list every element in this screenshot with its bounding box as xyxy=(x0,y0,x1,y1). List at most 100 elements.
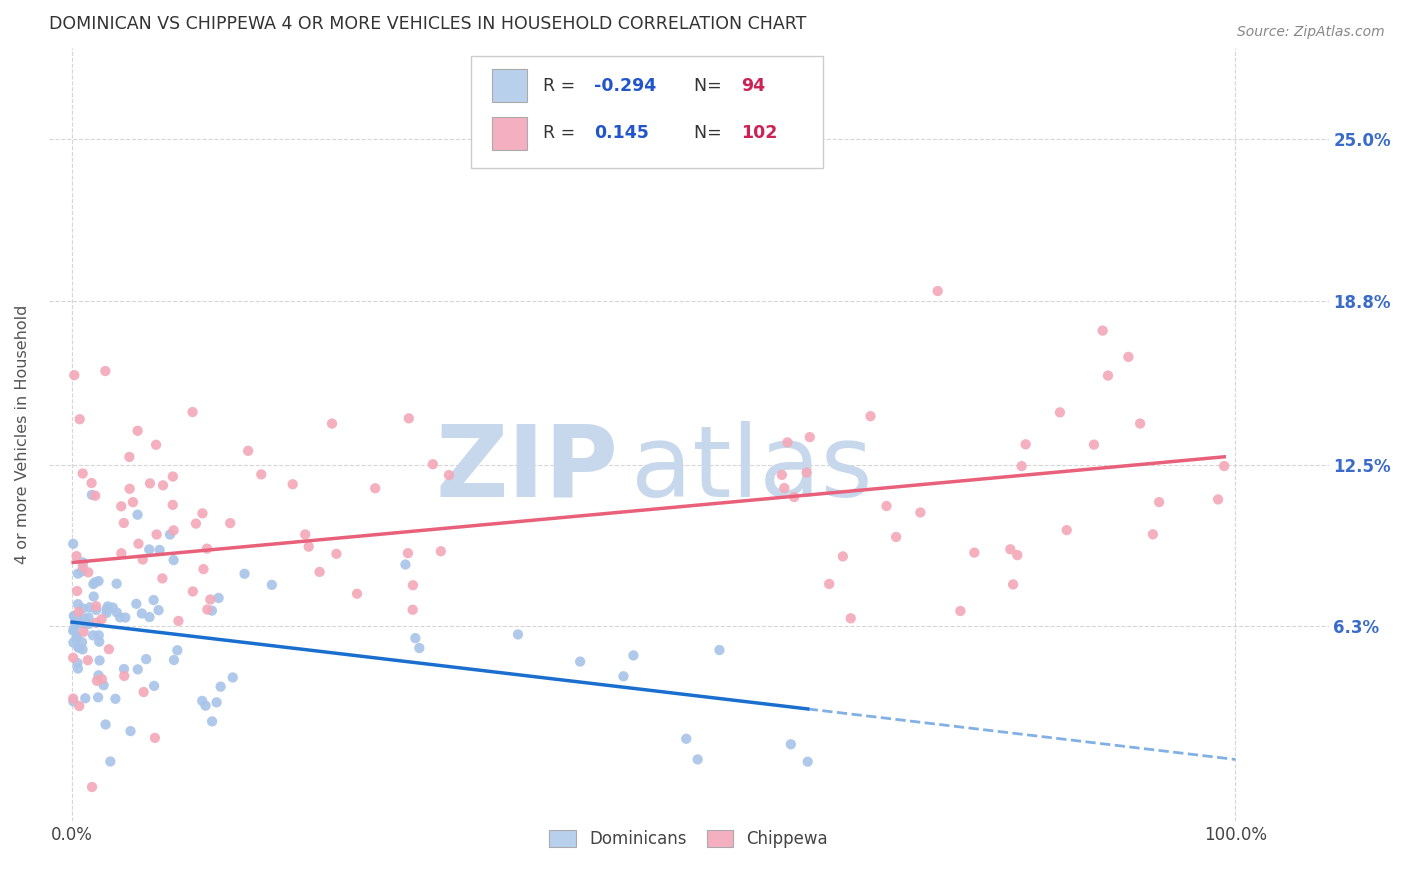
Point xyxy=(70,565,93,579)
Point xyxy=(194,698,217,713)
FancyBboxPatch shape xyxy=(492,117,527,150)
Text: atlas: atlas xyxy=(631,421,873,518)
Point xyxy=(796,466,818,480)
Point xyxy=(72,556,94,570)
Point xyxy=(796,755,818,769)
Point xyxy=(62,635,84,649)
Point xyxy=(910,506,932,520)
Point xyxy=(62,694,84,708)
Point xyxy=(138,542,160,557)
Point xyxy=(67,640,90,655)
Point xyxy=(779,737,801,751)
Point xyxy=(104,691,127,706)
Point xyxy=(260,578,283,592)
FancyBboxPatch shape xyxy=(492,70,527,102)
Point xyxy=(184,516,207,531)
Point xyxy=(66,656,89,670)
Point xyxy=(191,507,214,521)
Point xyxy=(181,405,204,419)
Point xyxy=(139,476,162,491)
Text: 94: 94 xyxy=(741,77,765,95)
Point xyxy=(84,599,107,614)
Point xyxy=(773,481,796,495)
Point xyxy=(250,467,273,482)
Point xyxy=(66,597,89,611)
Point xyxy=(90,672,112,686)
Point xyxy=(167,614,190,628)
Point xyxy=(110,500,132,514)
Point xyxy=(162,469,184,483)
Point xyxy=(76,653,98,667)
Point xyxy=(79,600,101,615)
Point xyxy=(195,602,218,616)
Point xyxy=(63,368,86,383)
Point xyxy=(127,662,149,676)
Point xyxy=(87,574,110,588)
Point xyxy=(294,527,316,541)
Point xyxy=(63,622,86,636)
Point xyxy=(67,614,90,628)
Point xyxy=(110,546,132,560)
Point xyxy=(818,577,841,591)
Point xyxy=(143,679,166,693)
Point xyxy=(97,599,120,614)
Point xyxy=(1142,527,1164,541)
Point xyxy=(150,571,173,585)
Point xyxy=(1097,368,1119,383)
Point xyxy=(67,605,90,619)
Point xyxy=(105,576,128,591)
Point xyxy=(65,611,87,625)
Point xyxy=(1002,577,1025,591)
Point xyxy=(181,584,204,599)
Text: DOMINICAN VS CHIPPEWA 4 OR MORE VEHICLES IN HOUSEHOLD CORRELATION CHART: DOMINICAN VS CHIPPEWA 4 OR MORE VEHICLES… xyxy=(49,15,806,33)
Point xyxy=(62,650,84,665)
Point xyxy=(86,673,108,688)
Point xyxy=(162,553,184,567)
Point xyxy=(402,578,425,592)
Point xyxy=(346,587,368,601)
Point xyxy=(112,669,135,683)
Point xyxy=(876,499,898,513)
Point xyxy=(927,284,949,298)
Point xyxy=(884,530,907,544)
Text: R =: R = xyxy=(543,124,581,143)
Point xyxy=(1147,495,1170,509)
Point xyxy=(67,640,90,655)
Point xyxy=(776,435,799,450)
Point xyxy=(98,755,121,769)
Point xyxy=(222,670,245,684)
Point xyxy=(120,724,142,739)
Point xyxy=(80,488,103,502)
Point xyxy=(84,489,107,503)
Point xyxy=(1014,437,1036,451)
Point xyxy=(404,631,426,645)
Point xyxy=(1206,492,1229,507)
Point xyxy=(72,559,94,574)
Point xyxy=(105,606,128,620)
Point xyxy=(96,606,118,620)
Point xyxy=(298,540,321,554)
Point xyxy=(831,549,853,564)
Point xyxy=(65,549,87,564)
Point xyxy=(281,477,304,491)
Point xyxy=(80,780,103,794)
Point xyxy=(799,430,821,444)
Point xyxy=(135,652,157,666)
Point xyxy=(1213,458,1236,473)
Point xyxy=(84,615,107,630)
Point xyxy=(87,690,110,705)
Point xyxy=(1129,417,1152,431)
Point xyxy=(66,662,89,676)
Point xyxy=(1056,523,1078,537)
Point xyxy=(612,669,634,683)
Point xyxy=(93,678,115,692)
Point xyxy=(66,609,89,624)
Point xyxy=(191,694,214,708)
Point xyxy=(90,612,112,626)
Point xyxy=(1049,405,1071,419)
Point xyxy=(63,617,86,632)
Point xyxy=(69,616,91,631)
Point xyxy=(62,537,84,551)
Point xyxy=(1091,324,1114,338)
Point xyxy=(163,653,186,667)
